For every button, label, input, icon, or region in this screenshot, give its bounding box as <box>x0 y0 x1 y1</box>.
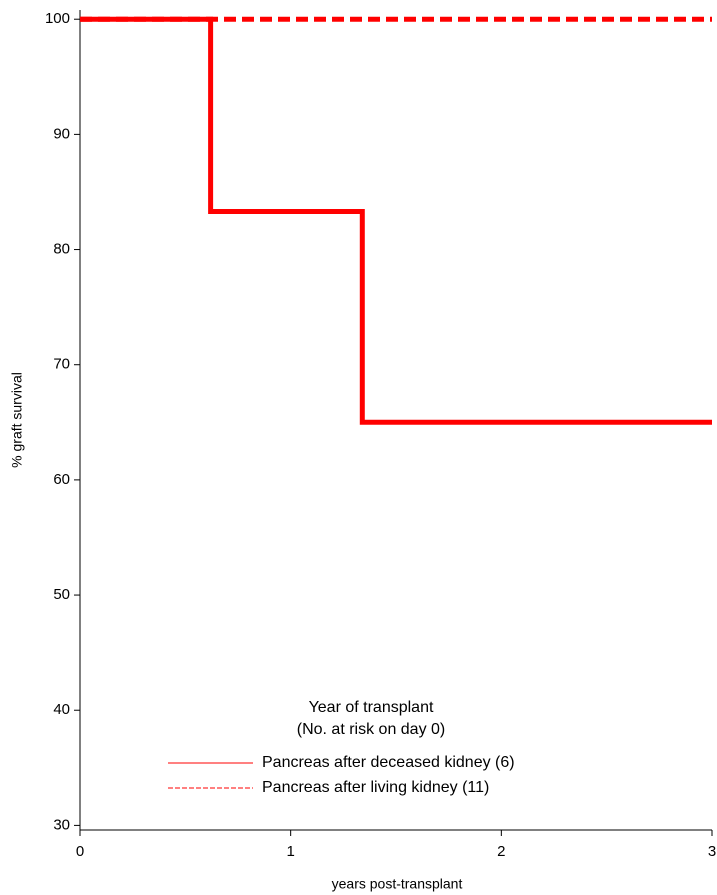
y-tick-label: 70 <box>53 356 70 373</box>
legend-title: Year of transplant <box>309 699 434 716</box>
y-tick-label: 100 <box>45 10 70 27</box>
legend-label: Pancreas after deceased kidney (6) <box>262 754 515 771</box>
y-tick-label: 50 <box>53 586 70 603</box>
survival-line <box>80 16 712 425</box>
y-tick-label: 60 <box>53 471 70 488</box>
legend-subtitle: (No. at risk on day 0) <box>297 721 446 738</box>
y-tick-label: 40 <box>53 701 70 718</box>
x-tick-label: 0 <box>76 843 84 860</box>
x-tick-label: 3 <box>708 843 716 860</box>
x-axis-label: years post-transplant <box>332 876 463 892</box>
y-tick-label: 90 <box>53 125 70 142</box>
x-tick-label: 2 <box>497 843 505 860</box>
y-axis-label: % graft survival <box>9 372 25 468</box>
y-tick-label: 80 <box>53 241 70 258</box>
x-tick-label: 1 <box>286 843 294 860</box>
legend-label: Pancreas after living kidney (11) <box>262 779 489 796</box>
y-tick-label: 30 <box>53 816 70 833</box>
